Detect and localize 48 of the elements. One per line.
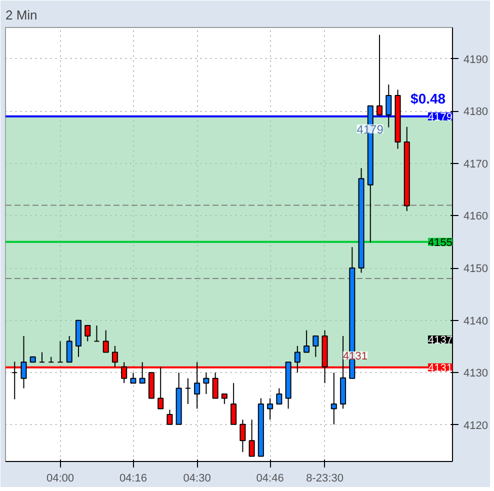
y-tick-label: 4160 [464,210,488,223]
candlestick [312,336,319,358]
candlestick [66,336,72,363]
candlestick [203,372,210,395]
candlestick [166,409,173,425]
ref-line-label: 4179 [428,111,453,124]
ref-line-label: 4131 [428,362,453,374]
candlestick [267,398,274,420]
candlestick [20,336,27,389]
candlestick [376,34,383,116]
y-tick-label: 4140 [464,315,488,328]
candlestick [184,378,191,404]
x-tick-label: 04:16 [119,472,147,484]
y-tick-label: 4130 [464,368,488,380]
candlestick [139,362,146,384]
candlestick [12,361,18,400]
x-tick-label: 8-23:30 [306,472,344,484]
candlestick [386,84,392,128]
candlestick [84,325,91,342]
text: 4137 [428,334,453,346]
ref-line-label: 4155 [428,236,453,249]
candlestick [248,419,255,457]
candlestick [330,372,337,425]
annotation: 4131 [343,350,368,362]
candlestick [102,330,109,353]
y-tick-label: 4120 [464,420,488,432]
annotation: 4179 [356,122,384,136]
x-tick-label: 04:46 [256,472,284,484]
x-tick-label: 04:00 [46,472,74,484]
candlestick [130,372,136,384]
candlestick [304,330,310,353]
chart-title: 2 Min [6,8,38,22]
y-tick-label: 4180 [464,106,488,118]
annotation: $0.48 [410,90,446,106]
candlestick [194,362,200,410]
candlestick [230,382,237,425]
candlestick [38,352,45,363]
candlestick [94,325,100,342]
y-tick-label: 4190 [464,54,488,66]
candlestick [221,394,228,404]
candlestick [212,372,218,399]
y-tick-label: 4170 [464,158,488,170]
candlestick [240,419,246,453]
candlestick [57,340,64,363]
y-tick-label: 4150 [464,263,488,276]
candlestick [276,388,282,404]
x-tick-label: 04:30 [183,472,211,484]
candlestick [294,345,300,374]
